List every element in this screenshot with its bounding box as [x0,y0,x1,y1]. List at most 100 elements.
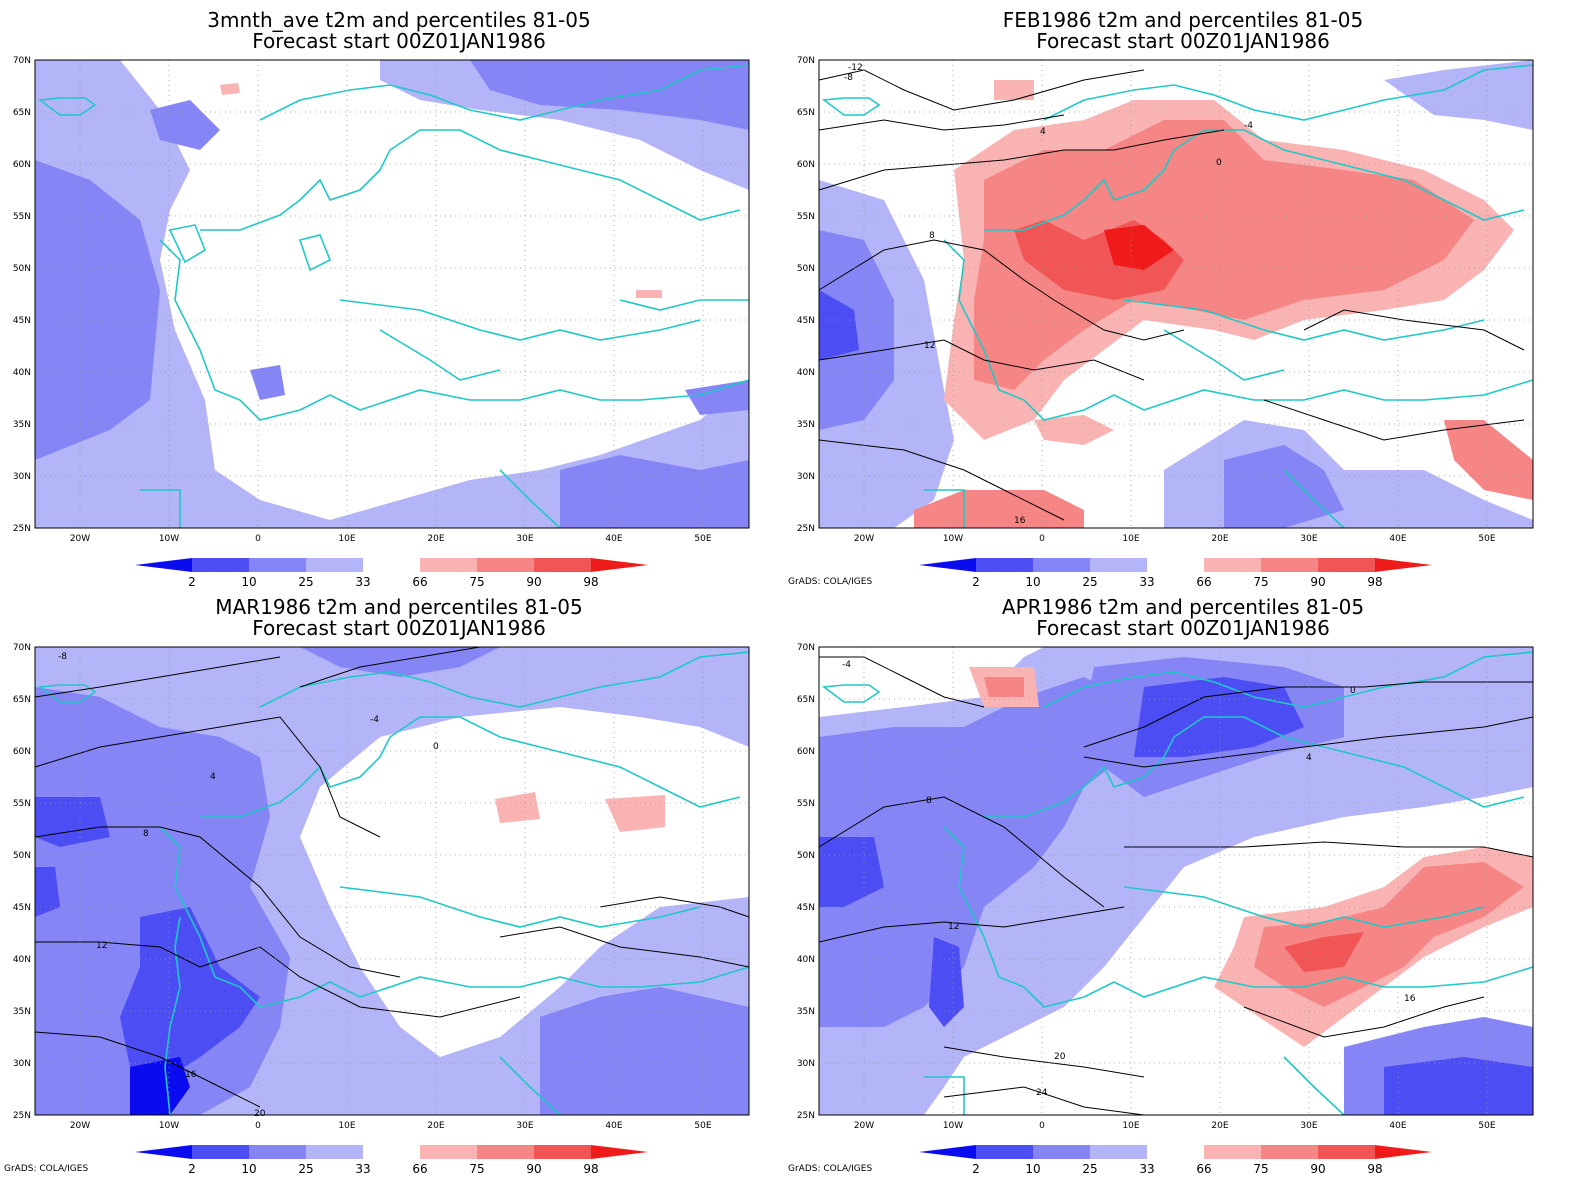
lat-label: 30N [797,1059,815,1069]
colorbar-segment [1204,558,1261,572]
map-frame [34,59,750,529]
colorbar-segment [249,558,306,572]
colorbar-arrow-high [1375,1145,1432,1159]
panel-title-line1: 3mnth_ave t2m and percentiles 81-05 [207,8,591,32]
lat-label: 65N [13,695,31,705]
lat-label: 45N [13,316,31,326]
colorbar-label: 33 [1139,1162,1154,1176]
lat-label: 40N [13,368,31,378]
coastlines [821,651,1534,1116]
map-plot: -4 0 4 8 12 16 20 24 70N 65N 60N 55N 50N… [797,643,1534,1176]
lon-label: 50E [1478,1121,1495,1131]
lon-label: 10E [1122,534,1139,544]
colorbar-segment [1147,1145,1204,1159]
colorbar-label: 66 [1196,575,1211,589]
lon-axis-labels: 20W 10W 0 10E 20E 30E 40E 50E [854,1121,1496,1131]
grads-credit: GrADS: COLA/IGES [788,577,873,587]
shade-blue-light [685,380,749,415]
coastlines [37,651,750,1116]
lon-label: 30E [1300,534,1317,544]
map-frame [818,59,1534,529]
colorbar-segment [363,1145,420,1159]
colorbar-segment [1033,1145,1090,1159]
colorbar-arrow-low [919,558,976,572]
lat-label: 60N [797,160,815,170]
colorbar-label: 90 [526,1162,541,1176]
lat-axis-labels: 70N 65N 60N 55N 50N 45N 40N 35N 30N 25N [797,56,815,534]
percentile-shading [819,60,1533,528]
colorbar-segment [976,1145,1033,1159]
shade-red-pale [1034,415,1114,445]
colorbar-label: 10 [241,575,256,589]
lat-label: 45N [797,903,815,913]
lon-label: 40E [605,1121,622,1131]
colorbar-segment [306,1145,363,1159]
lat-label: 65N [13,108,31,118]
panel-title-line1: FEB1986 t2m and percentiles 81-05 [1002,8,1364,32]
colorbar-label: 66 [1196,1162,1211,1176]
colorbar-segment [192,1145,249,1159]
colorbar-segment [1261,558,1318,572]
colorbar-segment [477,558,534,572]
percentile-shading [35,647,749,1115]
lat-label: 40N [797,368,815,378]
shade-blue-light [560,455,749,528]
lat-label: 50N [13,851,31,861]
shade-red-dark [1104,225,1174,270]
colorbar-label: 2 [972,1162,980,1176]
lon-label: 10E [338,1121,355,1131]
temperature-contours [34,646,750,1108]
lon-axis-labels: 20W 10W 0 10E 20E 30E 40E 50E [70,1121,712,1131]
contour-label: 4 [1306,753,1312,763]
lat-label: 70N [13,643,31,653]
contour-labels: -4 0 4 8 12 16 20 24 [842,660,1416,1098]
lon-label: 10W [943,1121,963,1131]
lon-label: 20W [70,534,90,544]
shade-red-light [1444,420,1533,500]
colorbar-label: 66 [412,575,427,589]
grid-lines [35,60,749,528]
lat-label: 70N [797,56,815,66]
colorbar-arrow-low [135,1145,192,1159]
contour-label: 24 [1036,1088,1048,1098]
colorbar-label: 2 [188,1162,196,1176]
shade-red-light [974,120,1474,390]
shade-red-pale [605,795,665,832]
contour-label: 8 [929,231,935,241]
shade-red-mid [1284,932,1364,972]
colorbar: 2 10 25 33 66 75 90 98 [919,1145,1432,1176]
colorbar-segment [477,1145,534,1159]
lat-label: 35N [797,420,815,430]
colorbar-label: 25 [298,1162,313,1176]
lon-label: 50E [694,534,711,544]
contour-label: 4 [1040,127,1046,137]
shade-blue-light [1384,60,1533,130]
colorbar-segment [1318,558,1375,572]
percentile-shading [35,60,749,528]
lat-label: 65N [797,695,815,705]
shade-blue-light [250,365,285,400]
shade-blue-mid [540,987,749,1115]
colorbar-arrow-high [1375,558,1432,572]
lat-label: 70N [13,56,31,66]
lon-label: 50E [1478,534,1495,544]
colorbar-label: 75 [1253,575,1268,589]
lat-label: 55N [797,799,815,809]
shade-blue-dark [929,937,964,1027]
grads-credit: GrADS: COLA/IGES [788,1164,873,1174]
lat-label: 70N [797,643,815,653]
contour-label: 0 [1350,686,1356,696]
contour-label: 8 [143,829,149,839]
map-panel-2: FEB1986 t2m and percentiles 81-05 Foreca… [784,0,1582,598]
lat-label: 60N [13,160,31,170]
colorbar-arrow-low [135,558,192,572]
colorbar-arrow-high [591,558,648,572]
colorbar-segment [1204,1145,1261,1159]
colorbar-label: 90 [526,575,541,589]
lat-label: 65N [797,108,815,118]
shade-blue-dark [130,1057,190,1115]
contour-label: 12 [948,922,959,932]
colorbar: 2 10 25 33 66 75 90 98 [135,1145,648,1176]
shade-blue-mid [35,160,160,460]
panel-title-line2: Forecast start 00Z01JAN1986 [1036,29,1330,53]
